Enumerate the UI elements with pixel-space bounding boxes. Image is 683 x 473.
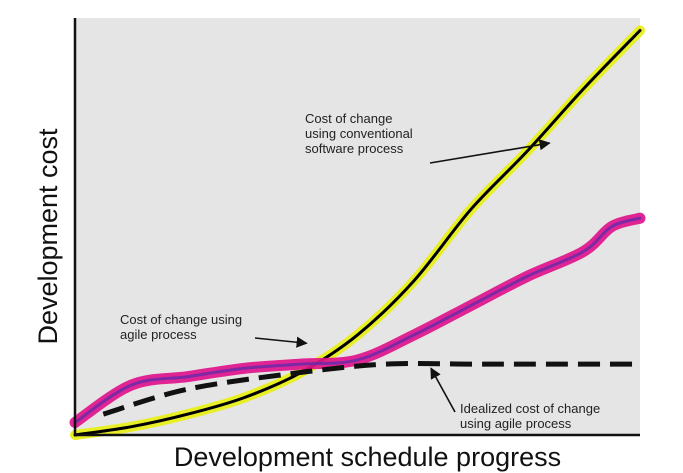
conventional-annotation-line-0: Cost of change [305, 111, 392, 126]
plot-background [75, 18, 640, 435]
idealized-annotation-arrow [430, 367, 456, 413]
x-axis-label: Development schedule progress [174, 442, 561, 472]
series-layer [69, 25, 646, 440]
conventional-annotation-arrow [429, 139, 551, 164]
idealized-annotation-line-1: using agile process [460, 416, 572, 431]
y-axis-label: Development cost [33, 128, 63, 345]
agile-series-line [73, 216, 642, 424]
agile-annotation-line-1: agile process [120, 327, 197, 342]
agile-annotation-line-0: Cost of change using [120, 312, 242, 327]
conventional-series-line [73, 29, 642, 437]
idealized-annotation-line-0: Idealized cost of change [460, 401, 600, 416]
conventional-annotation-line-1: using conventional [305, 126, 413, 141]
agile-annotation-arrow [254, 336, 308, 348]
conventional-annotation-line-2: software process [305, 141, 404, 156]
idealized-series-line [102, 360, 640, 417]
